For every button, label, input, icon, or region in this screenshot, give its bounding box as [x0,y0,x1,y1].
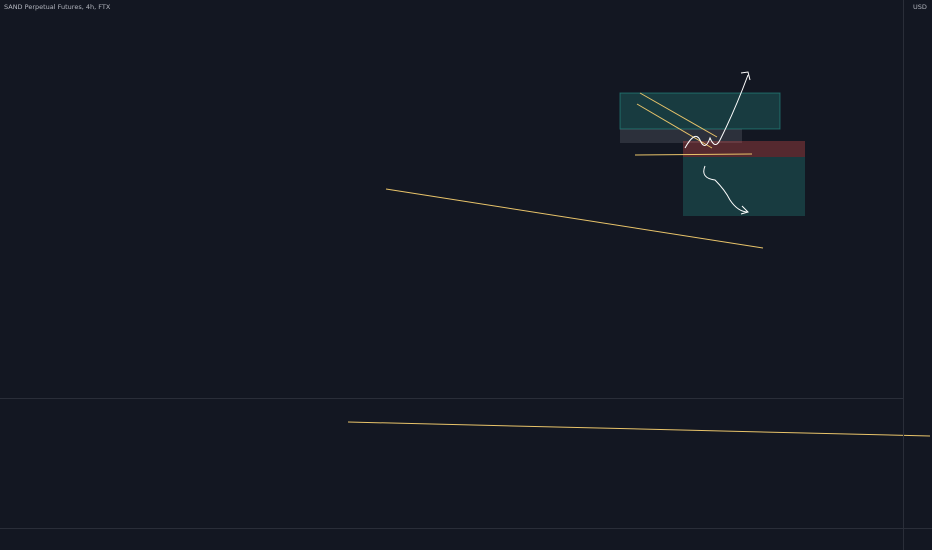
arrow-down [703,165,749,213]
rsi-trendline [347,421,931,437]
chart-title: SAND Perpetual Futures, 4h, FTX [4,3,111,11]
short-stop-box [683,141,805,157]
trendline [634,153,753,156]
trendline [636,103,713,149]
short-target-box [683,157,805,216]
long-entry-box [620,129,742,143]
arrow-head [740,71,751,81]
long-target-box [619,92,781,130]
arrow-head [740,205,749,215]
arrow-up [684,74,749,149]
trendline [639,92,718,138]
trendline [385,188,764,249]
currency: USD [913,3,927,11]
